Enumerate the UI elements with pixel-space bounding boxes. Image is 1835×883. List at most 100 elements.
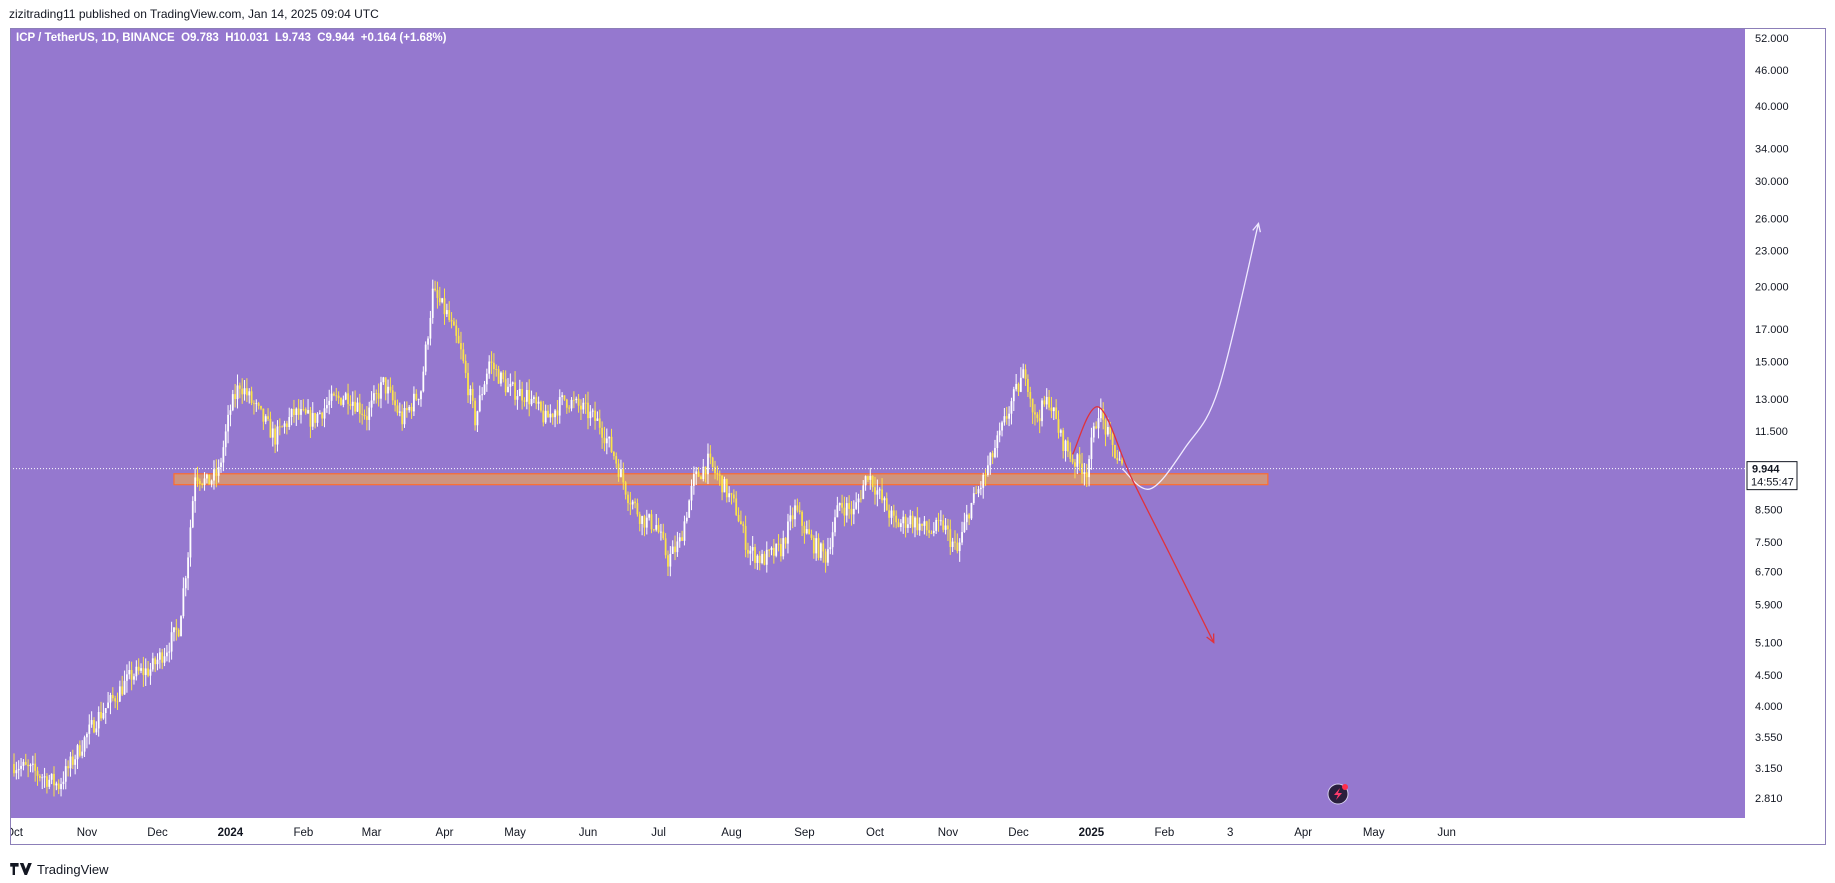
candle [253,400,255,415]
candle [869,467,872,490]
candle [184,575,187,597]
candle [742,521,745,534]
y-tick-label: 6.700 [1755,566,1783,578]
candle [121,675,124,696]
tradingview-logo[interactable]: TradingView [10,862,109,877]
candle [565,398,568,414]
candle [838,502,841,511]
candle [1038,409,1041,434]
candle [413,386,415,417]
candle [1097,406,1100,439]
candle [448,301,451,323]
candle [563,395,566,401]
candle [387,379,389,404]
x-tick-label: 2024 [218,827,244,839]
candle [469,385,472,405]
candle [702,458,705,482]
candle [215,459,218,488]
candle [485,368,488,392]
candle [796,498,799,513]
y-tick-label: 30.000 [1755,176,1789,188]
candle [1019,367,1022,393]
projection-arrowhead [1252,221,1261,233]
candle [316,412,319,427]
candle [582,397,585,414]
candle [1090,427,1093,470]
candle [958,538,961,562]
candle [965,504,968,531]
candle [274,424,277,454]
candle [377,383,380,407]
published-header: zizitrading11 published on TradingView.c… [0,0,1835,28]
candle [979,481,982,496]
candle [382,376,385,385]
candle [427,336,429,350]
candle [502,370,505,383]
candle [817,533,820,561]
candle [664,533,667,559]
candle [1055,399,1058,420]
candle [250,386,253,406]
support-zone[interactable] [173,473,1269,486]
y-tick-label: 8.500 [1755,505,1783,517]
candle [48,774,51,790]
candle [302,399,305,412]
candle [740,510,742,525]
candle [772,538,775,564]
candle [580,399,582,421]
candle [784,536,787,549]
candle [438,286,441,306]
candle [1078,447,1081,471]
candle [692,466,695,495]
candle [859,490,862,503]
candle [596,411,599,421]
candle [384,377,387,401]
candle [217,459,220,483]
candle [688,499,691,518]
time-axis-background [10,818,1826,845]
last-price-countdown: 14:55:47 [1751,477,1794,489]
candle [758,551,761,571]
projection-bullish[interactable] [1121,221,1261,490]
y-tick-label: 23.000 [1755,245,1789,257]
candle [248,388,251,404]
candle [396,399,399,416]
candle [1069,442,1072,463]
candle [845,497,848,523]
candle [935,517,938,534]
candle [676,531,679,557]
candle [1071,454,1074,465]
candle [201,482,204,489]
candle [721,475,723,501]
flash-icon[interactable] [1327,783,1349,805]
candle [537,396,540,411]
candle [455,319,458,344]
candle [290,408,293,426]
candle [638,511,641,532]
candle [700,475,702,480]
candle [43,767,46,788]
candle [547,404,549,418]
candle [158,648,161,669]
candle [751,536,754,562]
candle [878,487,881,500]
candle [234,383,237,408]
projection-bearish[interactable] [1072,406,1215,644]
candle [803,521,806,544]
candle [1104,418,1107,447]
candle [556,399,559,425]
candle [50,773,53,785]
candle [457,327,460,344]
candle [196,466,199,488]
candle [761,549,763,565]
candle [812,535,815,559]
candle [78,740,81,758]
x-tick-label: Jul [651,827,666,839]
candle [610,428,613,453]
candle [241,378,244,404]
candle [255,399,258,412]
candle [822,540,825,563]
candle [1041,398,1043,427]
x-tick-label: Apr [436,827,454,839]
